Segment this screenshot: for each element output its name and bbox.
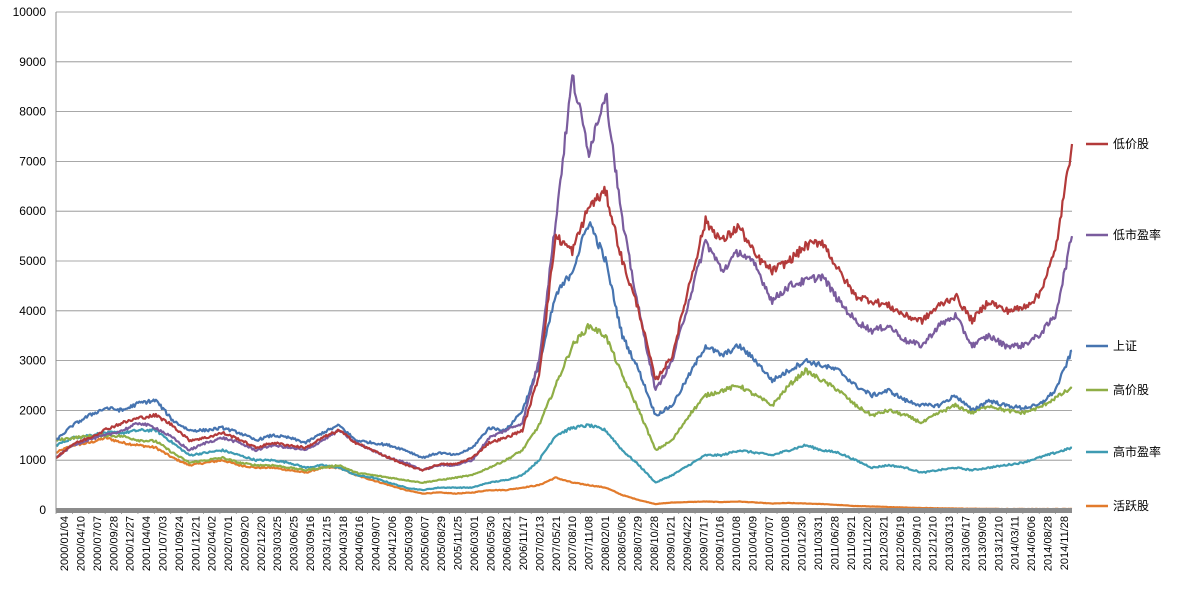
y-tick-label: 3000 (19, 354, 46, 368)
x-tick-label: 2010/12/30 (797, 516, 809, 571)
y-tick-label: 5000 (19, 254, 46, 268)
x-tick-label: 2010/01/08 (731, 516, 743, 571)
legend-label-5: 活跃股 (1113, 499, 1149, 513)
y-tick-label: 8000 (19, 105, 46, 119)
x-tick-label: 2000/04/10 (76, 516, 88, 571)
x-tick-label: 2013/09/09 (977, 516, 989, 571)
x-tick-label: 2010/10/08 (780, 516, 792, 571)
y-tick-label: 2000 (19, 403, 46, 417)
x-tick-label: 2008/10/28 (649, 516, 661, 571)
series-line-0 (55, 143, 1074, 472)
y-tick-label: 9000 (19, 55, 46, 69)
y-axis-ticks: 0 1000 2000 3000 4000 5000 6000 7000 8000 9000 100… (13, 5, 47, 517)
x-tick-label: 2006/05/30 (485, 516, 497, 571)
x-tick-label: 2013/06/17 (960, 516, 972, 571)
x-tick-label: 2011/06/28 (829, 516, 841, 570)
x-tick-label: 2002/09/20 (239, 516, 251, 571)
x-tick-label: 2003/03/25 (272, 516, 284, 571)
x-tick-label: 2012/12/10 (928, 516, 940, 571)
x-tick-label: 2002/07/01 (223, 516, 235, 571)
y-tick-label: 1000 (19, 453, 46, 467)
x-tick-label: 2007/11/08 (584, 516, 596, 570)
x-tick-label: 2013/12/10 (993, 516, 1005, 571)
x-tick-label: 2005/11/25 (452, 516, 464, 570)
y-tick-label: 6000 (19, 204, 46, 218)
x-tick-label: 2006/11/17 (518, 516, 530, 570)
legend-label-1: 低市盈率 (1113, 227, 1161, 242)
x-tick-label: 2003/06/25 (289, 516, 301, 571)
x-tick-label: 2009/07/17 (698, 516, 710, 571)
x-tick-label: 2004/12/06 (387, 516, 399, 571)
x-tick-label: 2001/07/03 (158, 516, 170, 571)
legend-label-0: 低价股 (1113, 137, 1149, 151)
legend-label-4: 高市盈率 (1113, 444, 1161, 459)
x-axis-ticks: 2000/01/04 2000/04/10 2000/07/07 2000/09/28… (55, 510, 1071, 571)
x-tick-label: 2002/04/02 (207, 516, 219, 571)
x-axis-line (56, 508, 1072, 513)
x-tick-label: 2002/12/20 (256, 516, 268, 571)
x-tick-label: 2010/07/07 (764, 516, 776, 571)
x-tick-label: 2005/08/29 (436, 516, 448, 571)
x-tick-label: 2011/03/31 (813, 516, 825, 570)
legend-label-2: 上证 (1113, 339, 1137, 353)
x-tick-label: 2011/12/20 (862, 516, 874, 570)
x-tick-label: 2000/12/27 (125, 516, 137, 571)
x-tick-label: 2001/04/04 (141, 516, 153, 571)
x-tick-label: 2004/09/07 (371, 516, 383, 571)
y-tick-label: 4000 (19, 304, 46, 318)
x-tick-label: 2012/09/10 (911, 516, 923, 571)
x-tick-label: 2001/12/21 (190, 516, 202, 571)
y-tick-label: 7000 (19, 154, 46, 168)
x-tick-label: 2003/09/16 (305, 516, 317, 571)
x-tick-label: 2000/07/07 (92, 516, 104, 571)
x-tick-label: 2012/06/19 (895, 516, 907, 571)
x-tick-label: 2008/05/06 (616, 516, 628, 571)
x-tick-label: 2007/05/21 (551, 516, 563, 571)
x-tick-label: 2012/03/21 (879, 516, 891, 571)
x-tick-label: 2010/04/09 (747, 516, 759, 571)
grid-lines (56, 11, 1072, 461)
series-line-4 (55, 423, 1073, 492)
x-tick-label: 2013/03/13 (944, 516, 956, 571)
x-tick-label: 2009/10/16 (715, 516, 727, 571)
legend-label-3: 高价股 (1113, 382, 1149, 397)
x-tick-label: 2006/03/01 (469, 516, 481, 571)
y-tick-label: 0 (39, 503, 46, 517)
x-tick-label: 2000/01/04 (59, 516, 71, 571)
x-tick-label: 2014/08/28 (1042, 516, 1054, 571)
x-tick-label: 2001/09/24 (174, 516, 186, 571)
x-tick-label: 2005/06/07 (420, 516, 432, 571)
x-tick-label: 2000/09/28 (108, 516, 120, 571)
x-tick-label: 2009/04/22 (682, 516, 694, 571)
series-line-3 (55, 323, 1073, 484)
x-tick-label: 2014/11/28 (1059, 516, 1071, 570)
series-lines (55, 74, 1074, 511)
x-tick-label: 2011/09/21 (846, 516, 858, 570)
series-line-5 (55, 435, 1073, 511)
axes (55, 12, 1072, 513)
x-tick-label: 2014/06/06 (1026, 516, 1038, 571)
series-line-2 (55, 221, 1073, 459)
x-tick-label: 2008/02/01 (600, 516, 612, 571)
x-tick-label: 2007/08/10 (567, 516, 579, 571)
x-tick-label: 2014/03/11 (1010, 516, 1022, 570)
y-tick-label: 10000 (13, 5, 47, 19)
x-tick-label: 2007/02/13 (534, 516, 546, 571)
x-tick-label: 2004/03/18 (338, 516, 350, 571)
x-tick-label: 2003/12/15 (321, 516, 333, 571)
x-tick-label: 2004/06/16 (354, 516, 366, 571)
series-line-1 (55, 74, 1074, 472)
x-tick-label: 2006/08/21 (502, 516, 514, 571)
x-tick-label: 2008/07/29 (633, 516, 645, 571)
x-tick-label: 2005/03/09 (403, 516, 415, 571)
x-tick-label: 2009/01/21 (666, 516, 678, 571)
